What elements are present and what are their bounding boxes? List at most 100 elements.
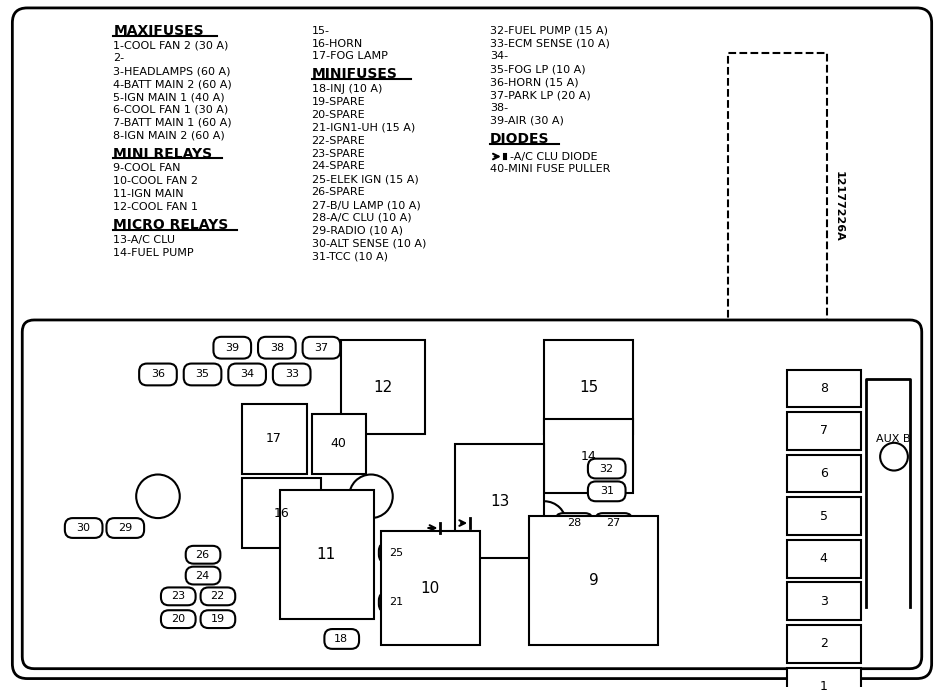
- FancyBboxPatch shape: [186, 546, 220, 563]
- Text: 40: 40: [330, 437, 346, 450]
- FancyBboxPatch shape: [200, 588, 235, 605]
- FancyBboxPatch shape: [200, 611, 235, 628]
- Text: 17-FOG LAMP: 17-FOG LAMP: [312, 51, 387, 62]
- Bar: [787, 455, 861, 492]
- Text: 24-SPARE: 24-SPARE: [312, 161, 365, 171]
- Text: 2-: 2-: [113, 53, 125, 64]
- Text: 10-COOL FAN 2: 10-COOL FAN 2: [113, 176, 198, 186]
- Text: 27: 27: [607, 518, 621, 528]
- Text: 36-HORN (15 A): 36-HORN (15 A): [490, 77, 579, 87]
- Text: 20: 20: [171, 614, 185, 624]
- Text: 8-IGN MAIN 2 (60 A): 8-IGN MAIN 2 (60 A): [113, 131, 226, 141]
- FancyBboxPatch shape: [107, 518, 144, 538]
- Text: 17: 17: [266, 432, 282, 446]
- Bar: [787, 498, 861, 535]
- Text: 15-: 15-: [312, 26, 329, 36]
- Text: 12: 12: [373, 380, 393, 395]
- Text: 5-IGN MAIN 1 (40 A): 5-IGN MAIN 1 (40 A): [113, 92, 225, 102]
- Text: 25-ELEK IGN (15 A): 25-ELEK IGN (15 A): [312, 175, 418, 184]
- Bar: [312, 414, 366, 473]
- FancyBboxPatch shape: [23, 320, 921, 669]
- Bar: [279, 491, 374, 619]
- Text: 14: 14: [581, 450, 597, 463]
- Text: 22-SPARE: 22-SPARE: [312, 136, 365, 146]
- FancyBboxPatch shape: [555, 513, 593, 533]
- Text: 38: 38: [270, 343, 284, 353]
- Text: 19: 19: [211, 614, 225, 624]
- Text: 11: 11: [317, 547, 336, 562]
- Text: 35-FOG LP (10 A): 35-FOG LP (10 A): [490, 64, 585, 74]
- Text: 25: 25: [389, 547, 403, 558]
- Bar: [530, 516, 658, 645]
- Text: 30-ALT SENSE (10 A): 30-ALT SENSE (10 A): [312, 238, 426, 249]
- Circle shape: [349, 475, 393, 518]
- Circle shape: [136, 475, 179, 518]
- Text: 24: 24: [195, 570, 210, 581]
- Text: 7: 7: [819, 424, 828, 437]
- Text: 28-A/C CLU (10 A): 28-A/C CLU (10 A): [312, 213, 412, 223]
- FancyBboxPatch shape: [12, 8, 932, 678]
- Text: 34-: 34-: [490, 51, 508, 62]
- Bar: [545, 419, 633, 493]
- Text: 30: 30: [76, 523, 91, 533]
- FancyBboxPatch shape: [325, 629, 359, 649]
- Text: 6: 6: [819, 467, 828, 480]
- Text: AUX B: AUX B: [876, 434, 911, 444]
- Text: 13-A/C CLU: 13-A/C CLU: [113, 235, 176, 245]
- Text: 6-COOL FAN 1 (30 A): 6-COOL FAN 1 (30 A): [113, 105, 228, 115]
- Text: 4: 4: [819, 552, 828, 565]
- Bar: [787, 369, 861, 407]
- Bar: [341, 340, 426, 434]
- FancyBboxPatch shape: [379, 593, 413, 612]
- Bar: [545, 340, 633, 434]
- Text: 32: 32: [599, 464, 614, 473]
- Circle shape: [523, 501, 566, 545]
- Text: 8: 8: [819, 382, 828, 395]
- FancyBboxPatch shape: [228, 364, 266, 385]
- Text: 18: 18: [334, 634, 348, 644]
- Text: 23: 23: [171, 591, 185, 602]
- Bar: [787, 412, 861, 450]
- Text: 37: 37: [314, 343, 329, 353]
- Text: 34: 34: [240, 369, 254, 380]
- Text: 33-ECM SENSE (10 A): 33-ECM SENSE (10 A): [490, 39, 610, 49]
- Text: 31-TCC (10 A): 31-TCC (10 A): [312, 252, 388, 261]
- FancyBboxPatch shape: [65, 518, 103, 538]
- Text: 19-SPARE: 19-SPARE: [312, 97, 365, 107]
- Text: -A/C CLU DIODE: -A/C CLU DIODE: [510, 152, 598, 161]
- Text: 26-SPARE: 26-SPARE: [312, 187, 365, 198]
- Text: 7-BATT MAIN 1 (60 A): 7-BATT MAIN 1 (60 A): [113, 118, 232, 128]
- Text: 4-BATT MAIN 2 (60 A): 4-BATT MAIN 2 (60 A): [113, 79, 232, 89]
- Text: 10: 10: [421, 581, 440, 596]
- Bar: [243, 404, 307, 473]
- FancyBboxPatch shape: [303, 337, 340, 358]
- Text: MAXIFUSES: MAXIFUSES: [113, 24, 204, 37]
- Text: 11-IGN MAIN: 11-IGN MAIN: [113, 189, 184, 199]
- Text: 3-HEADLAMPS (60 A): 3-HEADLAMPS (60 A): [113, 67, 231, 76]
- Text: 28: 28: [567, 518, 582, 528]
- Text: 31: 31: [599, 486, 614, 496]
- Bar: [243, 478, 321, 547]
- Text: 1: 1: [819, 680, 828, 693]
- Text: 36: 36: [151, 369, 165, 380]
- Text: 33: 33: [285, 369, 298, 380]
- Text: 35: 35: [195, 369, 210, 380]
- Bar: [380, 531, 480, 645]
- Text: 21-IGN1-UH (15 A): 21-IGN1-UH (15 A): [312, 123, 414, 133]
- FancyBboxPatch shape: [184, 364, 222, 385]
- Text: MINIFUSES: MINIFUSES: [312, 67, 397, 81]
- Bar: [787, 625, 861, 663]
- Text: 13: 13: [490, 493, 510, 509]
- Text: 12177226A: 12177226A: [834, 170, 844, 241]
- Text: 29-RADIO (10 A): 29-RADIO (10 A): [312, 226, 402, 236]
- Text: 27-B/U LAMP (10 A): 27-B/U LAMP (10 A): [312, 200, 420, 210]
- Text: 9-COOL FAN: 9-COOL FAN: [113, 164, 181, 173]
- Text: 40-MINI FUSE PULLER: 40-MINI FUSE PULLER: [490, 164, 610, 175]
- FancyBboxPatch shape: [588, 459, 626, 478]
- FancyBboxPatch shape: [139, 364, 177, 385]
- Text: 23-SPARE: 23-SPARE: [312, 148, 365, 159]
- Text: MICRO RELAYS: MICRO RELAYS: [113, 218, 228, 232]
- Text: 20-SPARE: 20-SPARE: [312, 110, 365, 120]
- Text: 15: 15: [580, 380, 598, 395]
- Text: 9: 9: [589, 573, 598, 588]
